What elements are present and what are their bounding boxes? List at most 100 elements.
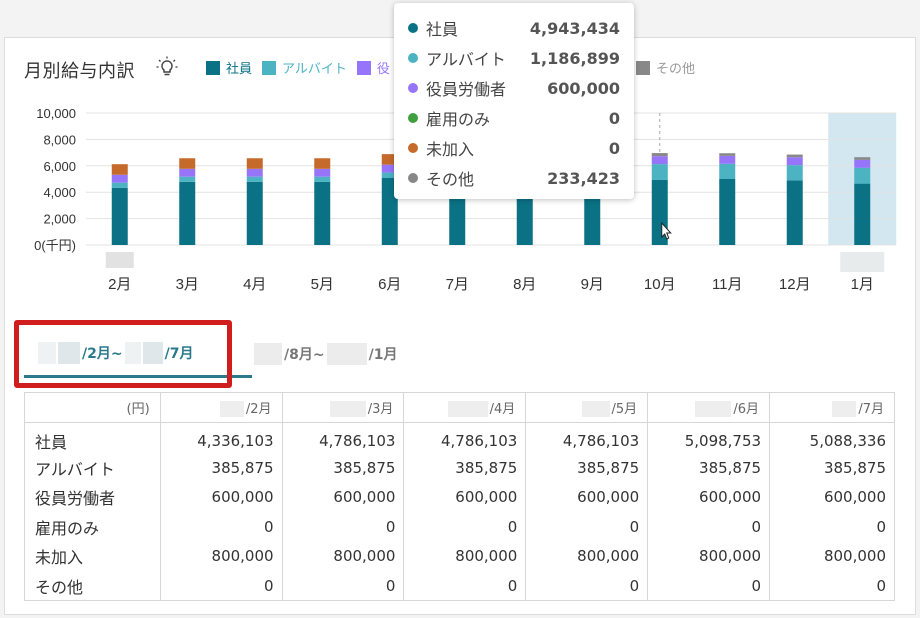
tooltip-value: 0 [608,108,620,128]
tooltip-row: 社員 4,943,434 [408,13,620,43]
y-tick-label: 2,000 [43,212,76,227]
bar-segment[interactable] [381,177,398,245]
legend-item[interactable]: アルバイト [262,58,347,77]
column-header: /6月 [647,392,771,423]
bar-segment[interactable] [651,164,668,180]
bar-segment[interactable] [719,155,736,164]
column-header-label: /4月 [489,401,516,417]
bar-segment[interactable] [111,164,128,175]
bar-segment[interactable] [246,176,263,182]
redacted-year [219,401,244,418]
bar-segment[interactable] [854,157,871,160]
unit-header: (円) [24,392,161,423]
column-header: /7月 [769,392,895,423]
tab-feb-jul[interactable]: /2月~ /7月 [24,330,252,378]
bar-segment[interactable] [786,154,803,158]
table-row: 未加入 800,000 800,000 800,000 800,000 800,000 80… [24,541,895,571]
row-label: 社員 [24,422,161,453]
pointer-cursor-icon [661,221,672,240]
bar-segment[interactable] [246,158,263,169]
x-tick-label: 11月 [712,276,743,293]
row-label: 役員労働者 [24,482,161,512]
bar-segment[interactable] [651,153,668,157]
tooltip-value: 0 [608,138,620,158]
tooltip-label: 未加入 [426,140,475,159]
column-header-label: /2月 [245,401,272,417]
bar-segment[interactable] [854,167,871,184]
table-cell: 600,000 [525,482,649,512]
bar-segment[interactable] [786,157,803,166]
table-cell: 600,000 [769,482,895,512]
bar-segment[interactable] [719,163,736,179]
table-cell: 800,000 [647,541,771,571]
legend-item[interactable]: 役 [356,58,390,77]
legend-swatch [262,60,277,75]
bar-segment[interactable] [179,181,196,245]
row-label: アルバイト [24,453,161,483]
tooltip-value: 4,943,434 [529,18,620,38]
table-cell: 4,336,103 [159,422,283,453]
redacted-year [840,252,885,272]
y-tick-label: 4,000 [43,185,76,200]
table-cell: 800,000 [769,541,895,571]
y-tick-label: 6,000 [43,159,76,174]
y-tick-label: 10,000 [36,106,76,121]
bar-segment[interactable] [651,156,668,165]
salary-table: (円) /2月 /3月 /4月 /5月 /6月 /7月 社員 4,336,103 4… [24,392,895,601]
table-row: その他 0 0 0 0 0 0 [24,571,895,601]
redacted-year [581,401,610,418]
legend-swatch [636,60,650,75]
y-tick-label: 8,000 [43,132,76,147]
bar-segment[interactable] [854,183,871,245]
bar-segment[interactable] [381,154,398,165]
table-cell: 5,098,753 [647,422,771,453]
x-tick-label: 6月 [378,276,401,293]
legend-item[interactable]: 社員 [206,58,252,77]
chart-legend: 社員 アルバイト 役 [206,58,400,77]
bar-segment[interactable] [314,181,331,245]
bar-segment[interactable] [786,180,803,245]
bar-segment[interactable] [381,164,398,173]
bar-segment[interactable] [314,168,331,177]
bar-segment[interactable] [854,159,871,168]
bar-segment[interactable] [381,172,398,178]
tab-aug-jan[interactable]: /8月~ /1月 [254,330,454,378]
table-cell: 385,875 [159,453,283,483]
bar-segment[interactable] [179,168,196,177]
table-cell: 4,786,103 [525,422,649,453]
bar-segment[interactable] [179,158,196,169]
table-cell: 800,000 [525,541,649,571]
bar-segment[interactable] [719,179,736,245]
column-header: /5月 [525,392,649,423]
tooltip-label: 雇用のみ [426,110,491,129]
bar-segment[interactable] [111,182,128,188]
table-cell: 0 [159,571,283,601]
bar-segment[interactable] [314,158,331,169]
table-cell: 385,875 [647,453,771,483]
redacted-year [832,401,857,418]
table-cell: 5,088,336 [769,422,895,453]
tooltip-row: 雇用のみ 0 [408,103,620,133]
table-cell: 800,000 [281,541,405,571]
tooltip-row: アルバイト 1,186,899 [408,43,620,73]
tooltip-dot [408,53,418,63]
table-cell: 0 [525,512,649,542]
bar-segment[interactable] [111,174,128,183]
bar-segment[interactable] [314,176,331,182]
redacted-year [447,401,488,418]
bar-segment[interactable] [179,176,196,182]
lightbulb-icon[interactable] [156,56,178,78]
legend-swatch [356,60,371,75]
table-row: 雇用のみ 0 0 0 0 0 0 [24,512,895,542]
bar-segment[interactable] [719,153,736,156]
redacted-year [58,341,80,364]
bar-segment[interactable] [246,181,263,245]
table-row: 社員 4,336,103 4,786,103 4,786,103 4,786,103 5,… [24,422,895,453]
legend-item-other[interactable]: その他 [636,58,695,77]
tooltip-value: 600,000 [547,78,620,98]
bar-segment[interactable] [786,165,803,181]
table-cell: 600,000 [403,482,527,512]
bar-segment[interactable] [246,168,263,177]
bar-segment[interactable] [111,187,128,245]
tab-label: /1月 [368,347,398,363]
